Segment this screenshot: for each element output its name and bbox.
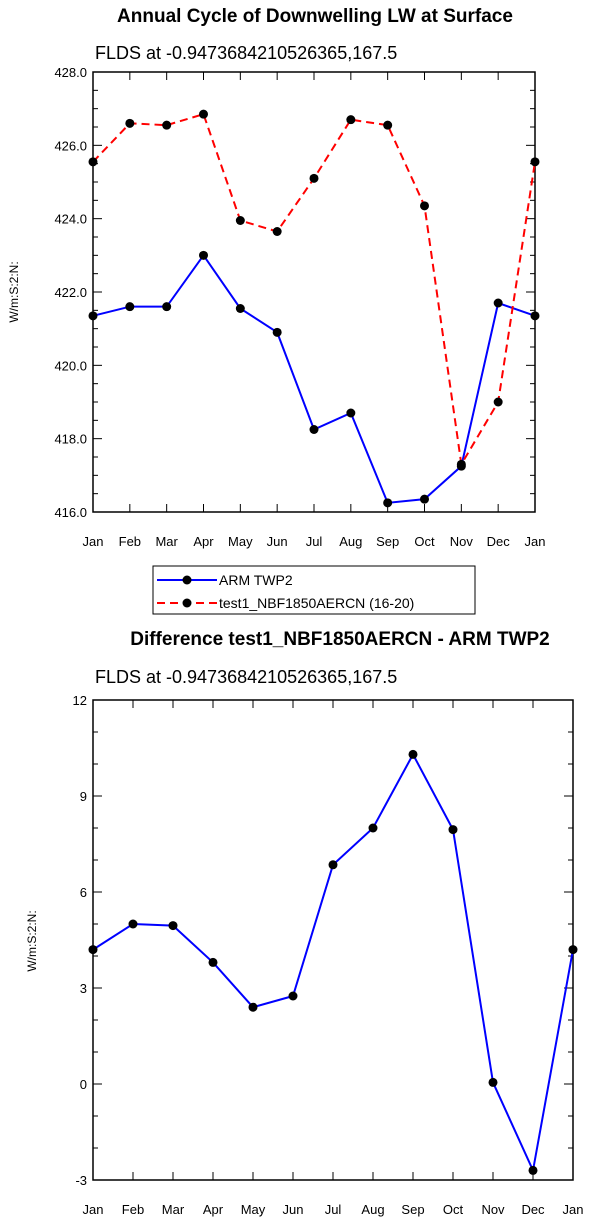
c1-series-0-point [272,327,282,337]
c2-x-tick-label: Apr [203,1202,224,1217]
c1-x-tick-label: Jul [306,534,323,549]
c1-x-tick-label: Jan [83,534,104,549]
c1-x-tick-label: Jan [525,534,546,549]
c1-series-0-point [309,425,319,434]
c1-series-1-point [530,157,540,167]
c1-series-1-point [383,120,393,130]
c1-x-tick-label: Sep [376,534,399,549]
c1-series-1-point [162,120,172,130]
legend-box [152,565,476,615]
c1-y-tick-label: 422.0 [54,285,87,300]
c2-x-tick-label: Oct [443,1202,464,1217]
chart-1: Annual Cycle of Downwelling LW at Surfac… [7,6,545,549]
c2-x-tick-label: Mar [162,1202,185,1217]
c1-y-tick-label: 428.0 [54,65,87,80]
c1-series-0-point [235,304,245,313]
c1-series-0-point [420,494,429,504]
c1-series-0-point [125,302,135,312]
chart-2-y-axis-label: W/m:S:2:N: [25,910,39,971]
c1-x-tick-label: Apr [193,534,214,549]
c1-series-1-point [309,173,319,183]
c2-series-0-point [488,1077,498,1087]
c2-y-tick-label: -3 [75,1173,87,1188]
c1-x-tick-label: Feb [119,534,141,549]
c1-y-tick-label: 424.0 [54,212,87,227]
c2-x-tick-label: Aug [361,1202,384,1217]
c1-x-tick-label: Dec [487,534,511,549]
chart-2-title: Difference test1_NBF1850AERCN - ARM TWP2 [130,629,550,650]
c1-x-tick-label: Mar [155,534,178,549]
legend-marker-1 [182,598,192,608]
c2-series-0-point [368,823,378,833]
c1-series-1-point [493,397,503,407]
c2-x-tick-label: Jan [563,1202,584,1217]
chart-2-subtitle: FLDS at -0.9473684210526365,167.5 [95,667,397,687]
c2-series-0-point [288,991,298,1001]
c1-x-tick-label: Oct [414,534,435,549]
c1-series-0-point [199,250,208,260]
chart-1-legend: ARM TWP2 test1_NBF1850AERCN (16-20) [152,565,476,615]
c2-x-tick-label: Dec [521,1202,545,1217]
chart-1-plot-frame [92,71,536,513]
c1-series-0-point [346,408,356,418]
c2-series-0-point [128,919,138,929]
c2-y-tick-label: 9 [80,789,87,804]
legend-label-1: test1_NBF1850AERCN (16-20) [219,595,414,611]
c2-series-0-point [168,921,178,931]
c1-series-0-point [383,498,393,508]
chart-1-y-axis-label: W/m:S:2:N: [7,261,21,322]
c1-series-0-point [88,311,98,321]
c2-series-0-point [208,957,218,967]
c2-series-0-point [408,749,418,759]
c1-series-line-0 [92,253,536,504]
c2-y-tick-label: 12 [73,693,87,708]
c2-x-tick-label: Feb [122,1202,144,1217]
c2-series-0-point [88,945,98,955]
c2-x-tick-label: May [241,1202,266,1217]
c2-x-tick-label: Sep [401,1202,424,1217]
c1-series-1-point [346,115,356,125]
c2-series-0-point [248,1002,258,1012]
c1-x-tick-label: Aug [339,534,362,549]
c1-series-1-point [235,216,245,225]
c2-x-tick-label: Jun [283,1202,304,1217]
c2-series-0-point [568,945,578,955]
c1-x-tick-label: Jun [267,534,288,549]
c2-x-tick-label: Jan [83,1202,104,1217]
c1-y-tick-label: 420.0 [54,358,87,373]
c2-series-line-0 [92,752,574,1174]
c2-x-tick-label: Nov [481,1202,505,1217]
c2-y-tick-label: 6 [80,885,87,900]
c1-y-tick-label: 418.0 [54,432,87,447]
c1-series-1-point [456,459,466,469]
c2-x-tick-label: Jul [325,1202,342,1217]
chart-2: Difference test1_NBF1850AERCN - ARM TWP2… [25,629,583,1217]
c1-x-tick-label: Nov [450,534,474,549]
c1-series-1-point [88,157,98,167]
c2-series-0-point [528,1165,538,1175]
c2-y-tick-label: 3 [80,981,87,996]
c1-series-0-point [162,302,172,312]
c2-series-0-point [448,825,458,835]
legend-marker-0 [182,575,192,585]
c1-series-1-point [199,109,208,119]
c1-series-0-point [530,311,540,321]
c2-series-0-point [328,860,338,870]
chart-1-subtitle: FLDS at -0.9473684210526365,167.5 [95,43,397,63]
c1-y-tick-label: 426.0 [54,138,87,153]
c1-series-1-point [125,118,135,128]
chart-2-plot-frame [92,699,574,1181]
c1-series-1-point [420,201,429,211]
c2-y-tick-label: 0 [80,1077,87,1092]
c1-y-tick-label: 416.0 [54,505,87,520]
chart-1-title: Annual Cycle of Downwelling LW at Surfac… [117,6,513,27]
c1-x-tick-label: May [228,534,253,549]
legend-label-0: ARM TWP2 [219,572,293,588]
c1-series-0-point [493,298,503,308]
c1-series-1-point [272,227,282,236]
c1-series-line-1 [92,112,536,468]
